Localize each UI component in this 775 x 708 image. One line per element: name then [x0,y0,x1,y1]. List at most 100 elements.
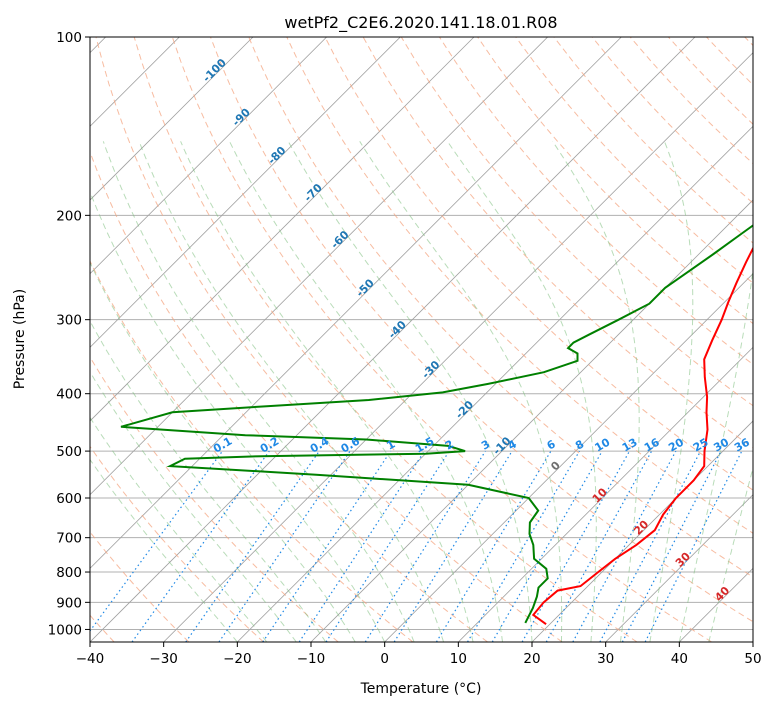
isotherm-line [90,37,327,275]
plot-frame [89,36,754,643]
isotherm-line [752,641,753,642]
mixing-ratio-line [491,450,603,642]
moist-adiabat-line [90,190,386,642]
y-tick-label: 800 [56,565,82,581]
mixing-ratio-label: 0.1 [211,435,234,456]
isotherm-label: -80 [265,144,288,167]
moist-adiabat-line [102,141,415,642]
isotherm-label: -40 [386,318,409,341]
mixing-ratio-line [131,450,270,642]
mixing-ratio-line [298,450,425,642]
x-tick-label: 30 [597,651,614,667]
mixing-ratio-label: 30 [711,435,731,454]
moist-adiabat-line [708,466,753,642]
x-tick-label: 0 [380,651,389,667]
mixing-ratio-line [599,450,702,642]
y-tick-label: 700 [56,531,82,547]
mixing-ratio-line [218,450,351,642]
isotherm-label: -50 [354,276,377,299]
isotherm-label: -60 [328,228,351,251]
moist-adiabat-line [649,141,694,642]
mixing-ratio-line [364,450,486,642]
x-tick-label: −10 [297,651,326,667]
x-axis: −40 −30 −20 −10 0 10 20 30 40 50 [76,642,762,667]
moist-adiabat-line [359,141,563,642]
mixing-ratio-label: 16 [642,435,662,454]
isotherm-line [163,52,753,642]
mixing-ratio-label: 6 [545,437,558,452]
mixing-ratio-line [393,450,513,642]
dry-adiabat-line [248,37,753,578]
moist-adiabat-line [229,141,503,642]
x-tick-label: −30 [149,651,178,667]
dry-adiabat-line [133,37,638,642]
dry-adiabat-line [90,259,414,642]
isotherm-line [237,125,753,642]
dry-adiabat-line [744,37,753,47]
dry-adiabat-line [95,37,563,642]
y-tick-label: 300 [56,313,82,329]
mixing-ratio-label: 1 [384,438,397,453]
mixing-ratio-label: 13 [620,436,640,455]
mixing-ratio-line [572,450,677,642]
isotherm-label: -100 [200,56,229,85]
isotherm-label: -70 [302,181,325,204]
moist-adiabat-line [90,458,238,642]
isotherm-line [90,37,475,422]
mixing-ratio-label: 20 [666,435,686,454]
x-tick-label: 40 [671,651,688,667]
y-tick-label: 500 [56,444,82,460]
y-tick-label: 900 [56,595,82,611]
y-tick-label: 400 [56,387,82,403]
y-tick-label: 200 [56,208,82,224]
mixing-ratio-lines [90,450,743,642]
isotherm-label: -20 [453,398,476,421]
isotherm-line [90,37,401,348]
isotherm-line [458,346,753,642]
moist-adiabat-line [138,141,445,642]
moist-adiabat-line [90,370,297,642]
dry-adiabat-line [90,531,190,642]
x-tick-label: 10 [450,651,467,667]
x-tick-label: −20 [223,651,252,667]
mixing-ratio-line [185,450,320,642]
isotherm-label: 40 [712,584,732,604]
isotherm-label: -30 [419,358,442,381]
dewpoint-profile [120,224,753,624]
moist-adiabat-line [90,261,356,642]
y-tick-label: 1000 [48,622,82,638]
isotherm-line [90,37,622,569]
moist-adiabat-line [678,266,753,642]
mixing-ratio-label: 10 [593,435,613,454]
moist-adiabat-line [287,141,533,642]
chart-title: wetPf2_C2E6.2020.141.18.01.R08 [284,13,557,33]
dry-adiabat-line [171,37,712,642]
isopleth-labels: 0.1 0.2 0.4 0.6 1 1.5 2 3 4 6 8 10 13 16 20 25 30 36-100-… [200,56,752,604]
dry-adiabat-line [553,37,753,244]
sounding-profiles [120,224,753,626]
mixing-ratio-line [262,450,392,642]
isotherm-line [90,37,696,642]
temperature-profile [531,246,753,626]
y-tick-label: 100 [56,30,82,46]
mixing-ratio-line [545,450,653,642]
dry-adiabat-line [438,37,753,366]
moist-adiabat-line [90,320,327,642]
x-tick-label: 20 [523,651,540,667]
mixing-ratio-label: 2 [443,438,456,453]
y-axis-label: Pressure (hPa) [12,289,28,389]
isotherm-line [605,494,753,642]
moist-adiabat-line [180,141,474,642]
moist-adiabat-line [90,416,268,642]
isotherm-line [310,199,753,642]
isotherm-label: 10 [590,485,610,505]
y-axis: 1000 900 800 700 600 500 400 300 200 100 [48,30,90,638]
isotherm-line [90,37,548,496]
dry-adiabat-line [515,37,753,284]
mixing-ratio-line [466,450,580,642]
dry-adiabat-line [90,445,264,642]
background-lines [90,37,753,642]
mixing-ratio-label: 0.6 [339,434,363,455]
mixing-ratio-label: 25 [691,436,711,455]
